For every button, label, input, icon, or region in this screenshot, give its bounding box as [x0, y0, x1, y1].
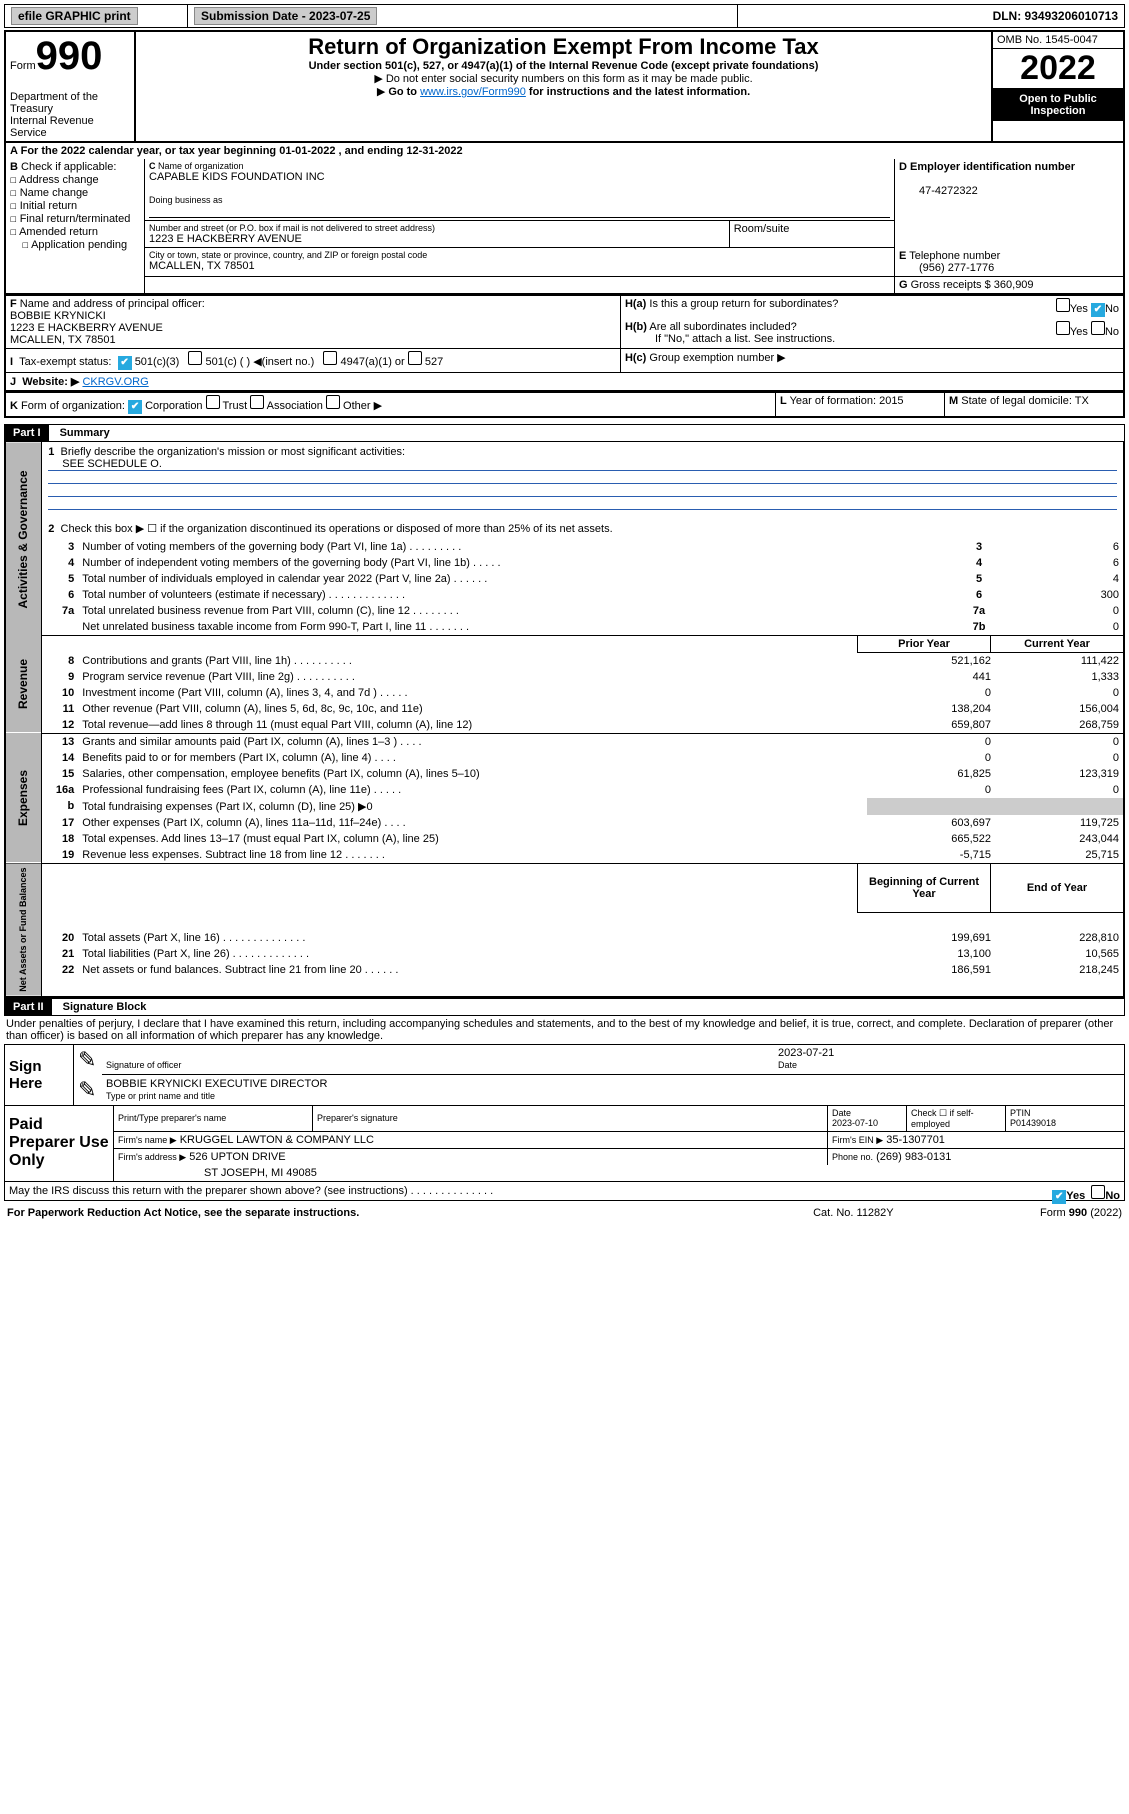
- submission-date: Submission Date - 2023-07-25: [194, 7, 377, 25]
- open-to-public: Open to Public Inspection: [993, 89, 1123, 121]
- ein: 47-4272322: [919, 185, 978, 197]
- paid-preparer: Paid Preparer Use Only: [5, 1106, 114, 1182]
- side-na: Net Assets or Fund Balances: [5, 863, 42, 997]
- form990-link[interactable]: www.irs.gov/Form990: [420, 86, 526, 98]
- phone: (956) 277-1776: [919, 262, 994, 274]
- part1-label: Part I: [5, 425, 49, 441]
- note-ssn: Do not enter social security numbers on …: [140, 72, 987, 85]
- org-street: 1223 E HACKBERRY AVENUE: [149, 233, 302, 245]
- side-ag: Activities & Governance: [5, 442, 42, 636]
- form-number-cell: Form990 Department of the TreasuryIntern…: [5, 31, 135, 142]
- efile-print-button[interactable]: efile GRAPHIC print: [11, 7, 138, 25]
- website-link[interactable]: CKRGV.ORG: [82, 376, 148, 388]
- gross-receipts: 360,909: [994, 279, 1034, 291]
- line-a: A For the 2022 calendar year, or tax yea…: [4, 143, 1125, 159]
- form-title: Return of Organization Exempt From Incom…: [140, 34, 987, 60]
- part2-label: Part II: [5, 999, 52, 1015]
- side-exp: Expenses: [5, 733, 42, 863]
- org-name: CAPABLE KIDS FOUNDATION INC: [149, 171, 890, 183]
- sign-here: Sign Here: [5, 1044, 74, 1105]
- officer-name: BOBBIE KRYNICKI: [10, 310, 106, 322]
- firm-name: KRUGGEL LAWTON & COMPANY LLC: [180, 1134, 374, 1146]
- tax-year: 2022: [993, 48, 1123, 89]
- perjury-decl: Under penalties of perjury, I declare th…: [4, 1016, 1125, 1044]
- form-subtitle: Under section 501(c), 527, or 4947(a)(1)…: [140, 60, 987, 72]
- topbar: efile GRAPHIC print Submission Date - 20…: [4, 4, 1125, 28]
- side-rev: Revenue: [5, 635, 42, 733]
- org-city: MCALLEN, TX 78501: [149, 260, 255, 272]
- dln: DLN: 93493206010713: [737, 5, 1124, 28]
- omb: OMB No. 1545-0047: [993, 32, 1123, 48]
- officer-printed: BOBBIE KRYNICKI EXECUTIVE DIRECTOR: [106, 1078, 327, 1090]
- section-b: B Check if applicable: ☐ Address change …: [5, 159, 145, 294]
